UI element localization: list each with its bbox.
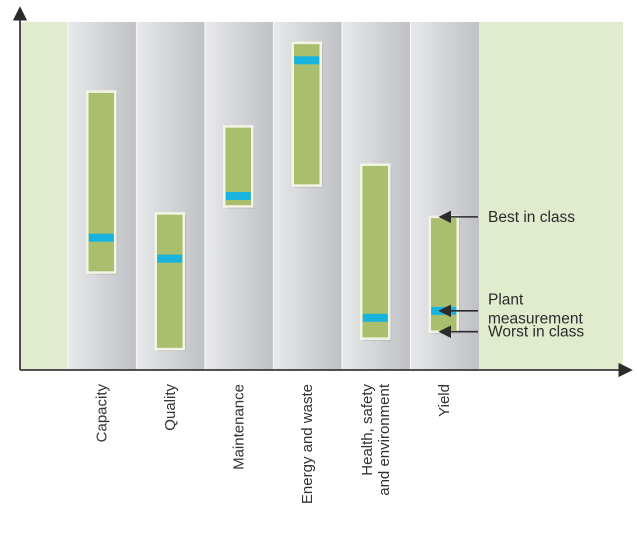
legend-label-plant: Plant [488,291,524,308]
category-label: Capacity [93,384,110,443]
plant-measurement-marker [157,254,183,263]
category-label: Maintenance [230,384,247,470]
legend-label-worst: Worst in class [488,324,584,341]
category-label: Energy and waste [299,384,316,504]
legend-label-best: Best in class [488,209,575,226]
range-bar [360,163,391,340]
category-label: and environment [376,383,393,496]
category-label: Health, safety [359,384,376,476]
plant-measurement-marker [225,192,251,200]
range-bar [291,41,322,187]
category-label: Quality [162,384,179,431]
plant-measurement-marker [294,56,320,65]
plant-measurement-marker [88,233,114,242]
plant-measurement-marker [362,313,388,322]
range-bar [86,90,117,274]
category-label: Yield [436,384,453,417]
legend-label-plant: measurement [488,310,583,327]
range-bar [154,212,185,351]
